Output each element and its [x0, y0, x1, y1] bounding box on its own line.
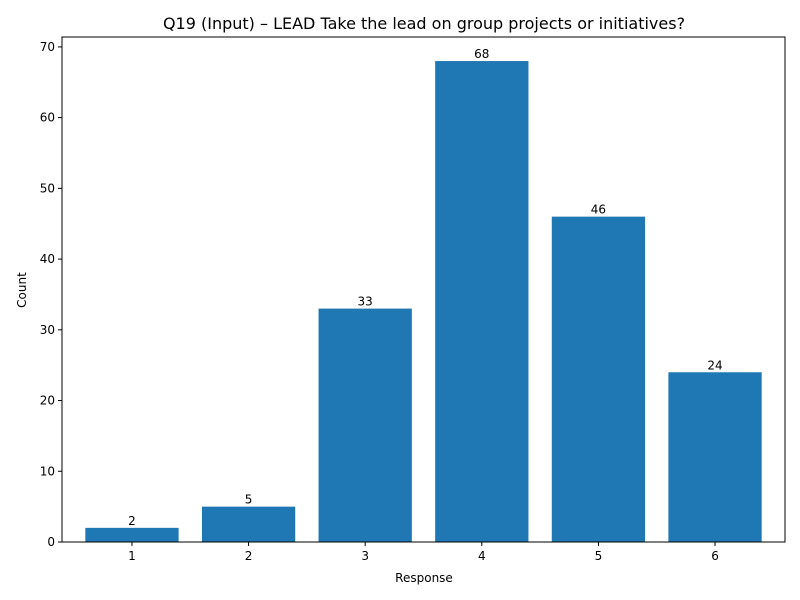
x-tick-label-3: 3	[361, 549, 369, 563]
data-labels-group: 2 5 33 68 46 24	[128, 47, 723, 528]
y-tick-label-60: 60	[40, 111, 55, 125]
data-label-2: 5	[245, 493, 253, 507]
y-tick-label-20: 20	[40, 394, 55, 408]
x-tick-label-5: 5	[595, 549, 603, 563]
y-axis: 0 10 20 30 40 50 60 70	[40, 40, 62, 549]
bar-5	[551, 216, 646, 543]
y-tick-label-40: 40	[40, 252, 55, 266]
data-label-5: 46	[591, 203, 606, 217]
y-tick-label-0: 0	[47, 535, 55, 549]
x-tick-label-1: 1	[128, 549, 136, 563]
x-axis-label: Response	[395, 571, 453, 585]
data-label-1: 2	[128, 514, 136, 528]
data-label-3: 33	[358, 295, 373, 309]
plot-frame	[61, 36, 786, 543]
data-label-6: 24	[707, 358, 722, 372]
bars-group	[85, 61, 762, 543]
y-tick-label-50: 50	[40, 181, 55, 195]
data-label-4: 68	[474, 47, 489, 61]
bar-4	[435, 61, 529, 543]
y-axis-label: Count	[15, 272, 29, 308]
y-tick-label-30: 30	[40, 323, 55, 337]
bar-2	[201, 506, 296, 542]
bar-1	[85, 527, 179, 542]
y-tick-label-70: 70	[40, 40, 55, 54]
x-tick-label-4: 4	[478, 549, 486, 563]
bar-3	[318, 308, 412, 542]
chart-title: Q19 (Input) – LEAD Take the lead on grou…	[163, 14, 685, 33]
y-tick-label-10: 10	[40, 464, 55, 478]
x-axis: 1 2 3 4 5 6	[128, 542, 719, 563]
x-tick-label-6: 6	[711, 549, 719, 563]
bar-6	[668, 372, 762, 542]
x-tick-label-2: 2	[245, 549, 253, 563]
